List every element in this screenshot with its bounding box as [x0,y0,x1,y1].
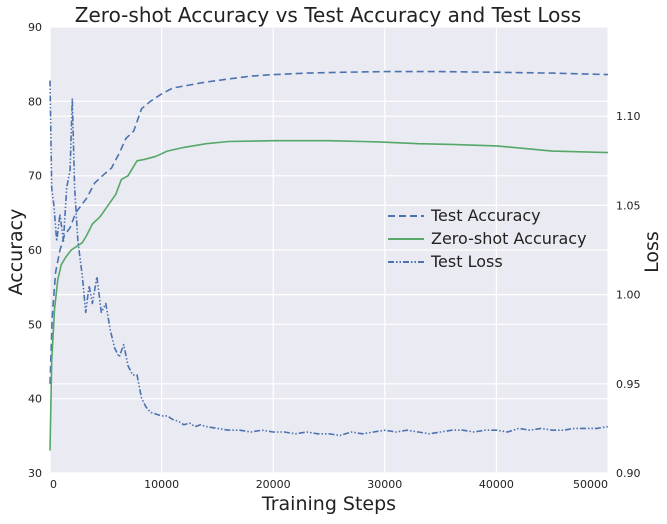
x-tick-label: 40000 [479,478,514,491]
y-tick-label: 50 [28,318,42,331]
x-tick-label: 50000 [573,478,608,491]
y-right-tick-label: 1.05 [616,199,641,212]
series-lines [49,70,609,451]
y-right-axis-title: Loss [641,231,663,273]
y-right-tick-label: 1.00 [616,289,641,302]
x-tick-label: 10000 [144,478,179,491]
y-right-tick-label: 0.95 [616,378,641,391]
y-axis-title: Accuracy [5,209,27,296]
chart-title: Zero-shot Accuracy vs Test Accuracy and … [75,3,581,27]
y-tick-label: 40 [28,393,42,406]
x-tick-label: 30000 [367,478,402,491]
x-tick-label: 0 [50,478,57,491]
legend-label-zero-shot-accuracy: Zero-shot Accuracy [431,229,587,248]
tick-labels: 0 10000 20000 30000 40000 50000 30 40 50 60 70 80 90… [28,21,641,491]
series-line-test-loss [49,80,609,437]
x-axis-title: Training Steps [261,493,396,515]
series-line-test-accuracy [49,70,609,384]
y-tick-label: 70 [28,170,42,183]
legend-label-test-accuracy: Test Accuracy [430,206,541,225]
x-tick-label: 20000 [256,478,291,491]
y-tick-label: 80 [28,95,42,108]
grid-lines [49,26,609,474]
y-right-tick-label: 0.90 [616,467,641,480]
legend: Test Accuracy Zero-shot Accuracy Test Lo… [388,206,587,271]
series-line-zero-shot-accuracy [49,139,609,451]
y-right-tick-label: 1.10 [616,110,641,123]
y-tick-label: 60 [28,244,42,257]
y-tick-label: 90 [28,21,42,34]
legend-label-test-loss: Test Loss [430,252,503,271]
y-tick-label: 30 [28,467,42,480]
